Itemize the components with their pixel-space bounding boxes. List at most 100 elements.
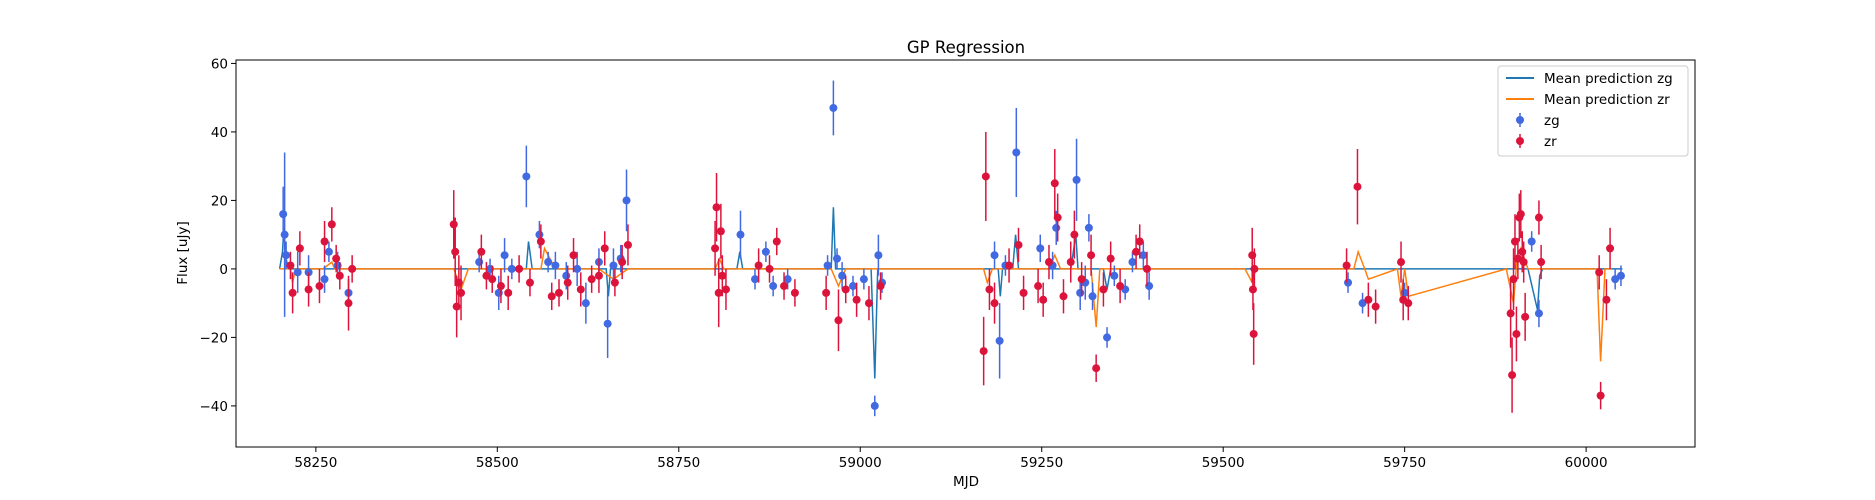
point-marker [1518,247,1527,256]
x-tick-label: 58500 [476,455,519,471]
point-marker [286,261,295,270]
legend-entry-3: zr [1516,134,1557,150]
data-point-zr [864,286,873,321]
point-marker [1132,247,1141,256]
data-point-zr [515,255,524,283]
point-marker [1509,275,1518,284]
y-tick-label: −40 [200,399,229,415]
point-marker [750,275,759,284]
point-marker [562,271,571,280]
data-point-zr [1106,241,1115,276]
point-marker [504,288,513,297]
data-point-zr [304,272,313,307]
point-marker [1506,309,1515,318]
data-point-zr [1404,286,1413,321]
data-point-zr [834,289,843,352]
point-marker [761,247,770,256]
data-point-zg [1072,138,1081,221]
data-point-zr [1066,241,1075,283]
point-marker [622,196,631,205]
data-point-zr [286,251,295,280]
point-marker [834,316,843,325]
point-marker [1516,210,1525,219]
point-marker [315,282,324,291]
point-marker [1059,292,1068,301]
data-point-zr [979,316,988,386]
point-marker [496,282,505,291]
y-axis-ticks: −40 −20 0 20 40 60 [200,56,236,415]
data-point-zr [315,268,324,304]
point-marker [711,244,720,253]
data-point-zr [1039,282,1048,317]
legend-entry-2: zg [1516,113,1560,129]
data-point-zr [547,282,556,311]
data-point-zr [852,282,861,317]
data-point-zr [600,231,609,266]
data-point-zg [1088,282,1097,311]
y-tick-label: −20 [200,330,229,346]
x-tick-label: 58750 [657,455,700,471]
data-point-zr [457,265,466,321]
data-point-zg [870,395,879,417]
point-marker [859,275,868,284]
data-point-zr [1014,227,1023,263]
point-marker [1087,251,1096,260]
x-tick-label: 59250 [1020,455,1063,471]
data-point-zr [1508,337,1517,413]
point-marker [754,261,763,270]
y-axis-label: Flux [uJy] [175,221,191,284]
legend-marker-swatch [1516,116,1524,124]
point-marker [769,282,778,291]
x-tick-label: 59000 [839,455,882,471]
point-marker [848,282,857,291]
point-marker [1521,312,1530,321]
data-point-zr [594,258,603,293]
data-point-zg [573,251,582,287]
data-point-zg [990,241,999,269]
data-point-zg [1110,265,1119,287]
data-point-zr [288,272,297,314]
point-marker [1606,244,1615,253]
point-marker [536,237,545,246]
data-point-zr [477,234,486,269]
point-marker [874,251,883,260]
legend-entry-1: Mean prediction zr [1506,92,1670,108]
point-marker [449,220,458,229]
data-point-zg [622,169,631,232]
data-point-zr [754,248,763,283]
point-marker [1135,237,1144,246]
point-marker [1508,371,1517,380]
data-point-zr [780,272,789,300]
point-marker [838,271,847,280]
point-marker [1014,240,1023,249]
point-marker [280,230,289,239]
point-marker [295,244,304,253]
data-point-zr [555,279,564,307]
data-point-zr [1249,303,1258,365]
data-point-zg [603,289,612,358]
data-point-zg [823,255,832,276]
point-marker [1616,271,1625,280]
point-marker [985,285,994,294]
x-tick-label: 58250 [294,455,337,471]
point-marker [1099,285,1108,294]
point-marker [995,336,1004,345]
data-point-zr [1059,279,1068,314]
data-point-zg [500,238,509,273]
data-point-zr [790,279,799,307]
point-marker [1139,251,1148,260]
point-marker [1106,254,1115,263]
plot-frame [235,59,1696,448]
data-point-zg [838,262,847,290]
data-point-zr [295,231,304,266]
point-marker [576,285,585,294]
point-marker [348,264,357,273]
point-marker [507,264,516,273]
data-point-zr [482,262,491,290]
data-point-zg [522,145,531,208]
point-marker [1128,258,1137,267]
data-point-zr [335,262,344,290]
data-point-zg [995,303,1004,379]
point-marker [790,288,799,297]
point-marker [718,271,727,280]
